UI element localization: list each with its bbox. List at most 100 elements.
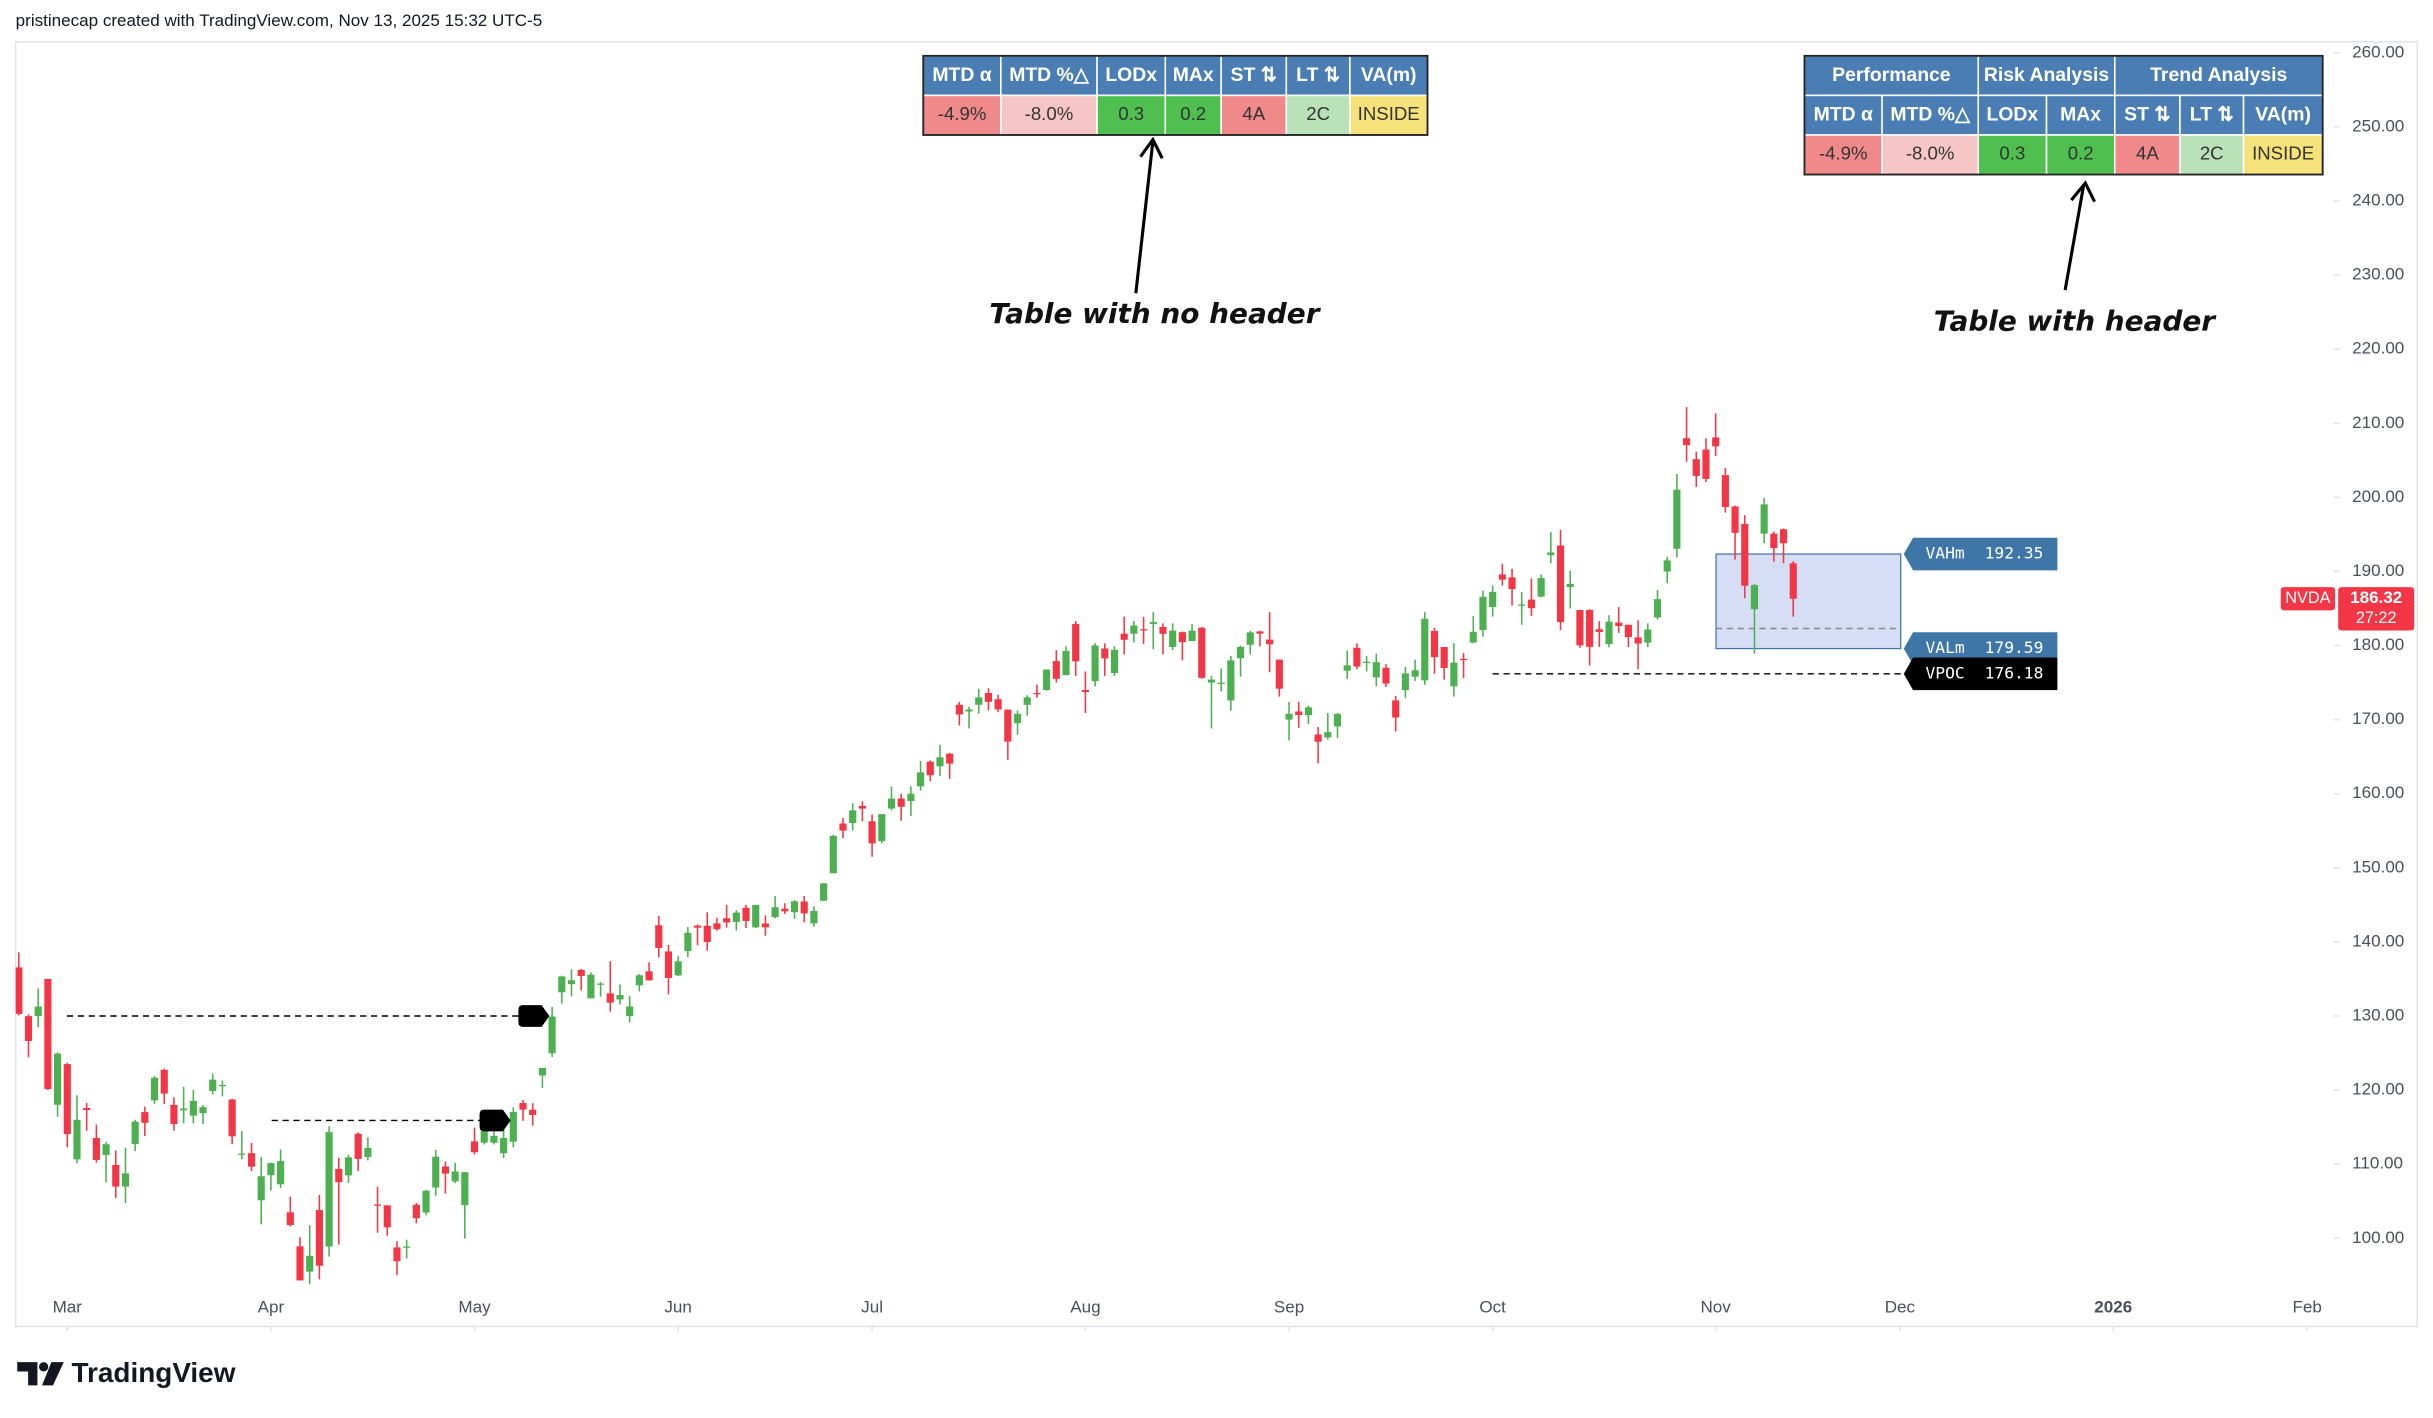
candle-body — [868, 821, 876, 844]
candle-body — [529, 1109, 537, 1115]
table-cell-text: 4A — [2136, 143, 2159, 164]
level-tag-value: 192.35 — [1985, 544, 2044, 563]
candle-body — [1411, 670, 1419, 677]
candle-body — [1547, 552, 1555, 556]
candle-body — [1702, 449, 1710, 479]
x-tick-label: Feb — [2292, 1297, 2321, 1316]
level-flag — [518, 1005, 550, 1027]
candle-body — [1266, 639, 1274, 645]
candle-body — [112, 1164, 120, 1187]
table-group-label: Risk Analysis — [1984, 64, 2109, 86]
x-tick-label: Mar — [53, 1297, 83, 1316]
candle-body — [1198, 627, 1206, 678]
candle-body — [189, 1100, 197, 1116]
candle-body — [1295, 711, 1303, 716]
table-cell — [1000, 94, 1098, 136]
candle-body — [1324, 732, 1332, 738]
candle-body — [1566, 583, 1574, 588]
candle-body — [1256, 631, 1264, 634]
candle-body — [92, 1138, 100, 1160]
candle-body — [199, 1107, 207, 1114]
x-tick-label: May — [458, 1297, 491, 1316]
candle-body — [500, 1137, 508, 1154]
table-group-cell — [1803, 55, 1980, 97]
candle-body — [286, 1212, 294, 1225]
candle-body — [674, 961, 682, 976]
candle-body — [1537, 578, 1545, 597]
candle-body — [412, 1204, 420, 1219]
table-header-cell — [1096, 55, 1167, 97]
candle-body — [1159, 627, 1167, 634]
candle-body — [849, 810, 857, 824]
candle-body — [955, 704, 963, 715]
candle-body — [1130, 625, 1138, 634]
level-tag-value: 176.18 — [1985, 663, 2044, 682]
candle-body — [1498, 574, 1506, 580]
candle-body — [315, 1210, 323, 1266]
candle-body — [723, 918, 731, 923]
table-header-label: VA(m) — [2255, 103, 2311, 125]
candle-body — [1120, 633, 1128, 640]
candle-body — [160, 1069, 168, 1094]
candle-body — [742, 907, 750, 921]
candle-body — [1779, 529, 1788, 544]
candle-body — [771, 907, 779, 918]
last-price: 186.32 — [2350, 588, 2402, 607]
y-tick-label: 200.00 — [2352, 487, 2404, 506]
candle-body — [800, 901, 808, 914]
table-cell-text: -4.9% — [938, 103, 987, 124]
candle-body — [1518, 604, 1526, 606]
candle-body — [277, 1161, 285, 1185]
table-cell — [1096, 94, 1167, 136]
candle-body — [1217, 682, 1225, 685]
candle-body — [1140, 629, 1148, 631]
y-tick-label: 210.00 — [2352, 413, 2404, 432]
candle-body — [994, 699, 1002, 710]
y-tick-label: 130.00 — [2352, 1006, 2404, 1025]
level-tag-name: VALm — [1926, 638, 1965, 657]
x-tick-label: Jul — [861, 1297, 883, 1316]
candle-body — [73, 1119, 81, 1160]
candle-body — [1644, 629, 1652, 643]
table-header-cell — [1803, 94, 1883, 136]
y-tick-label: 180.00 — [2352, 635, 2404, 654]
candle-body — [645, 971, 653, 981]
candle-body — [44, 978, 52, 1089]
table-header-label: ST ⇅ — [1231, 64, 1277, 86]
candle-body — [238, 1153, 246, 1155]
candle-body — [1692, 459, 1700, 476]
candle-body — [858, 805, 866, 809]
x-tick-label: Apr — [258, 1297, 285, 1316]
candle-body — [1479, 596, 1487, 630]
candle-body — [180, 1108, 188, 1111]
candle-body — [364, 1147, 372, 1158]
candle-body — [684, 932, 692, 951]
table-group-label: Trend Analysis — [2150, 64, 2287, 86]
candle-body — [1333, 714, 1342, 727]
table-cell — [1881, 134, 1980, 176]
candle-body — [936, 757, 944, 767]
table-cell — [1977, 134, 2048, 176]
candle-body — [713, 923, 721, 930]
candle-body — [887, 798, 896, 809]
candle-body — [1741, 524, 1749, 586]
candle-body — [1556, 545, 1565, 623]
table-cell — [2113, 134, 2181, 176]
candle-body — [975, 697, 983, 705]
candle-body — [916, 772, 925, 787]
candle-body — [761, 923, 769, 928]
table-cell-text: 4A — [1242, 103, 1265, 124]
candle-body — [247, 1153, 256, 1167]
candle-body — [1750, 585, 1759, 610]
y-tick-label: 190.00 — [2352, 561, 2404, 580]
table-cell — [1164, 94, 1222, 136]
candle-body — [131, 1121, 139, 1144]
candle-body — [1043, 669, 1051, 690]
table-cell-text: INSIDE — [2252, 143, 2314, 164]
y-tick-label: 100.00 — [2352, 1228, 2404, 1247]
candle-body — [209, 1079, 217, 1091]
candle-body — [1246, 632, 1254, 645]
price-badge — [2338, 587, 2415, 631]
candle-body — [480, 1130, 488, 1143]
